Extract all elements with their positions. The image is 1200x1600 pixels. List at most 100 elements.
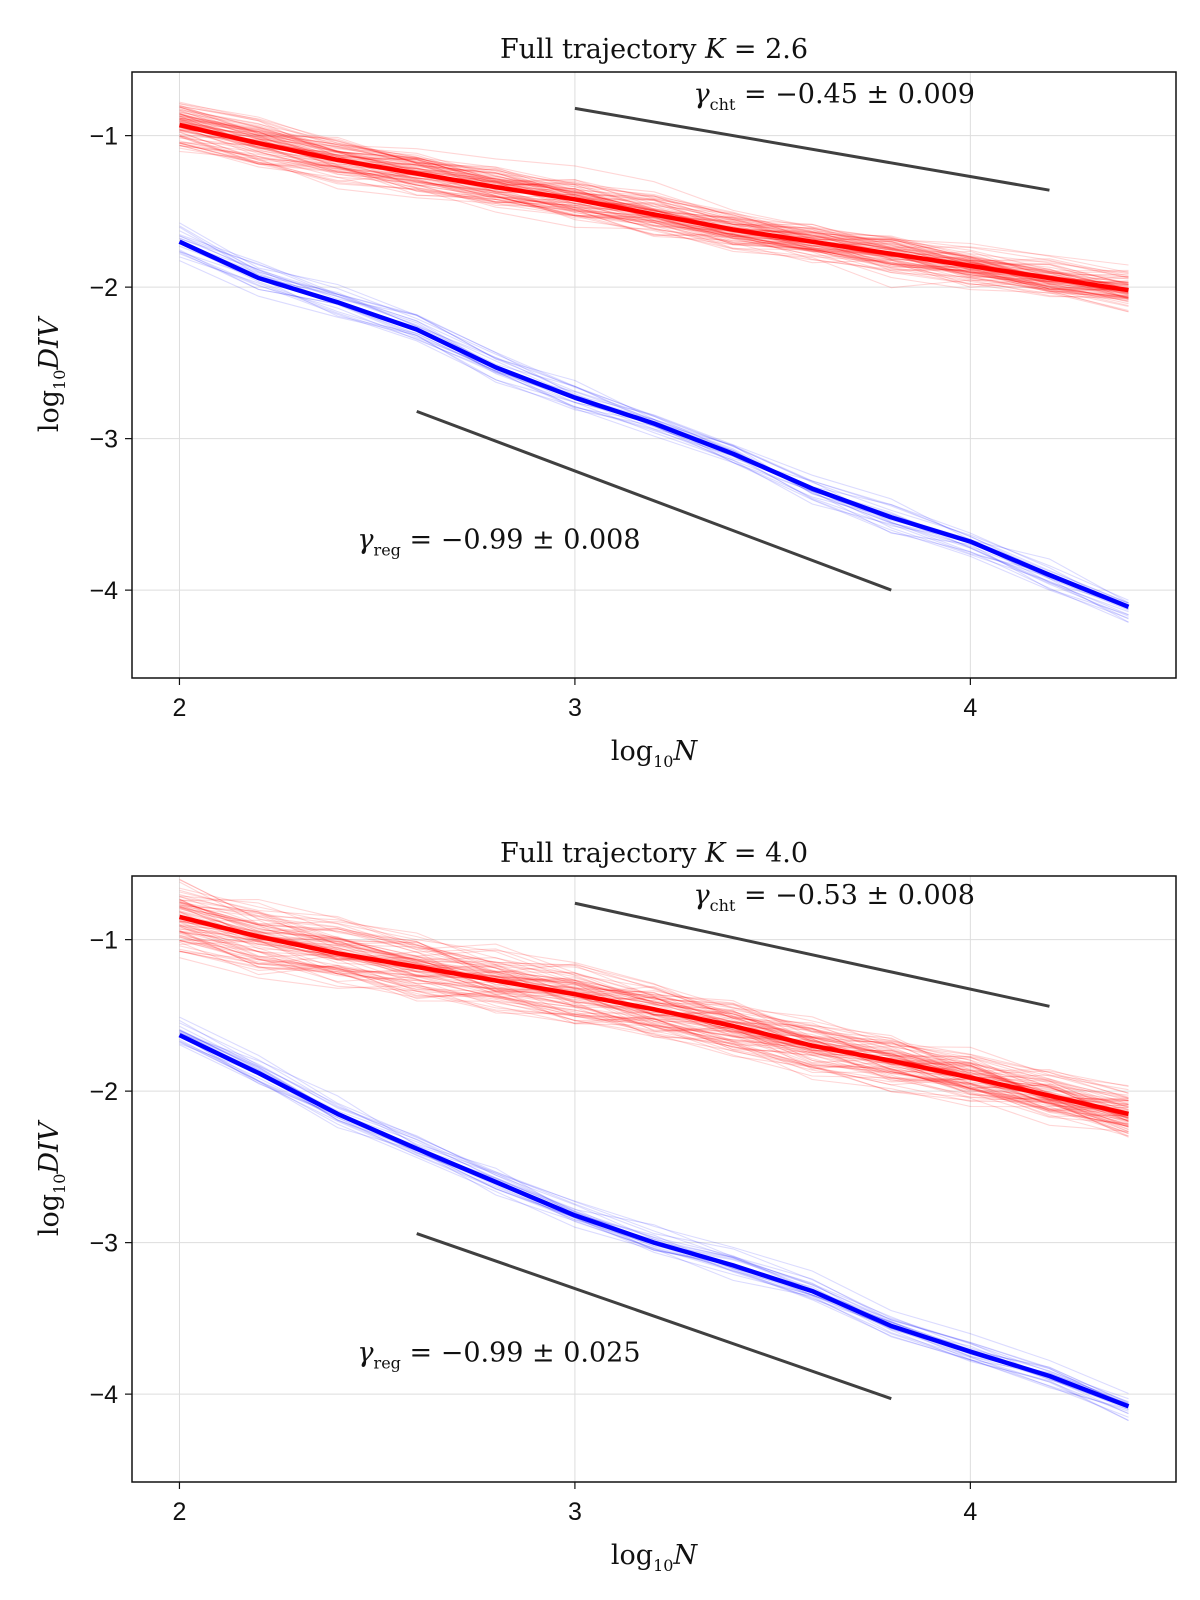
ensemble-trajectory xyxy=(179,948,1129,1102)
ensemble-trajectory xyxy=(179,936,1129,1126)
y-tick-label: −4 xyxy=(89,1381,118,1409)
ensemble-trajectory xyxy=(179,926,1129,1135)
ensemble-trajectory xyxy=(179,1029,1129,1405)
ensemble-trajectory xyxy=(179,935,1129,1125)
ensemble-trajectory xyxy=(179,115,1129,279)
slope-annotation: γcht = −0.53 ± 0.008 xyxy=(694,880,975,915)
y-axis-label: log10DIV xyxy=(34,315,69,432)
ensemble-trajectory xyxy=(179,115,1129,299)
ensemble-trajectory xyxy=(179,936,1129,1112)
ensemble-trajectory xyxy=(179,930,1129,1100)
ensemble-trajectory xyxy=(179,931,1129,1115)
ensemble-trajectory xyxy=(179,898,1129,1116)
ensemble-trajectory xyxy=(179,222,1129,610)
panel-bottom: 2 3 4 −1 −2 −3 −4 Full trajectory K = 4.0 log10N… xyxy=(34,838,1177,1575)
ensemble-trajectory xyxy=(179,899,1129,1122)
ensemble-trajectory xyxy=(179,904,1129,1091)
ensemble-trajectory xyxy=(179,881,1129,1105)
ensemble-trajectory xyxy=(179,918,1129,1119)
ensemble-trajectory xyxy=(179,147,1129,299)
ensemble-trajectory xyxy=(179,141,1129,299)
slope-annotation: γcht = −0.45 ± 0.009 xyxy=(694,79,975,114)
ensemble-trajectory xyxy=(179,911,1129,1115)
ensemble-trajectory xyxy=(179,950,1129,1137)
ensemble-trajectory xyxy=(179,898,1129,1087)
ensemble-trajectory xyxy=(179,142,1129,313)
ensemble-trajectory xyxy=(179,939,1129,1121)
ensemble-trajectory xyxy=(179,121,1129,289)
ensemble-trajectory xyxy=(179,250,1129,620)
ensemble-trajectory xyxy=(179,1034,1129,1412)
ensemble-trajectory xyxy=(179,1032,1129,1408)
ensemble-trajectory xyxy=(179,895,1129,1094)
ensemble-trajectory xyxy=(179,905,1129,1094)
ensemble-trajectory xyxy=(179,144,1129,302)
ensemble-trajectory xyxy=(179,109,1129,280)
ensemble-trajectory xyxy=(179,879,1129,1099)
slope-annotation: γreg = −0.99 ± 0.025 xyxy=(357,1338,640,1373)
ensemble-trajectory xyxy=(179,126,1129,296)
ensemble-trajectory xyxy=(179,136,1129,290)
x-tick-label: 4 xyxy=(963,694,977,722)
ensemble-trajectory xyxy=(179,128,1129,299)
ensemble-trajectory xyxy=(179,137,1129,295)
ensemble-trajectory xyxy=(179,940,1129,1134)
ensemble-trajectory xyxy=(179,241,1129,613)
ensemble-trajectory xyxy=(179,950,1129,1138)
x-tick-label: 3 xyxy=(568,694,582,722)
ensemble-trajectory xyxy=(179,243,1129,607)
ensemble-trajectory xyxy=(179,113,1129,286)
ensemble-trajectory xyxy=(179,129,1129,298)
x-axis-label: log10N xyxy=(611,736,699,771)
ensemble-trajectory xyxy=(179,117,1129,272)
ensemble-trajectory xyxy=(179,140,1129,290)
ensemble-trajectory xyxy=(179,106,1129,294)
ensemble-trajectory xyxy=(179,915,1129,1122)
ensemble-trajectory xyxy=(179,113,1129,291)
ensemble-trajectory xyxy=(179,111,1129,282)
ensemble-trajectory xyxy=(179,951,1129,1117)
reference-slope-line xyxy=(416,1232,892,1401)
ensemble-trajectory xyxy=(179,919,1129,1117)
ensemble-trajectory xyxy=(179,906,1129,1116)
axes-frame xyxy=(131,875,1177,1483)
x-tick-label: 2 xyxy=(173,694,187,722)
ensemble-trajectory xyxy=(179,144,1129,297)
ensemble-trajectory xyxy=(179,931,1129,1127)
ensemble-trajectory xyxy=(179,107,1129,278)
y-tick-label: −1 xyxy=(89,927,118,955)
ensemble-trajectory xyxy=(179,124,1129,307)
ensemble-trajectory xyxy=(179,907,1129,1099)
mean-series-line xyxy=(178,914,1130,1117)
y-tick-label: −3 xyxy=(89,1230,118,1258)
ensemble-trajectory xyxy=(179,900,1129,1119)
ensemble-trajectory xyxy=(179,121,1129,266)
y-tick-label: −1 xyxy=(89,123,118,151)
ensemble-trajectory xyxy=(179,902,1129,1116)
ensemble-trajectory xyxy=(179,135,1129,313)
reference-slope-line xyxy=(416,409,892,592)
chart-title: Full trajectory K = 2.6 xyxy=(500,34,808,65)
ensemble-trajectory xyxy=(179,905,1129,1102)
x-tick-label: 4 xyxy=(963,1498,977,1526)
y-tick-label: −2 xyxy=(89,274,118,302)
ensemble-trajectory xyxy=(179,908,1129,1119)
plot-area xyxy=(178,101,1130,623)
ensemble-trajectory xyxy=(179,920,1129,1108)
ensemble-trajectory xyxy=(179,135,1129,305)
y-tick-label: −3 xyxy=(89,426,118,454)
ensemble-trajectory xyxy=(179,238,1129,604)
ensemble-trajectory xyxy=(179,940,1129,1131)
ensemble-trajectory xyxy=(179,901,1129,1113)
reference-slope-line xyxy=(574,106,1050,192)
ensemble-trajectory xyxy=(179,253,1129,623)
ensemble-trajectory xyxy=(179,932,1129,1117)
ensemble-trajectory xyxy=(179,913,1129,1088)
ensemble-trajectory xyxy=(179,929,1129,1125)
ensemble-trajectory xyxy=(179,939,1129,1112)
x-tick-label: 2 xyxy=(173,1498,187,1526)
ensemble-trajectory xyxy=(179,131,1129,291)
ensemble-trajectory xyxy=(179,119,1129,287)
ensemble-trajectory xyxy=(179,950,1129,1125)
